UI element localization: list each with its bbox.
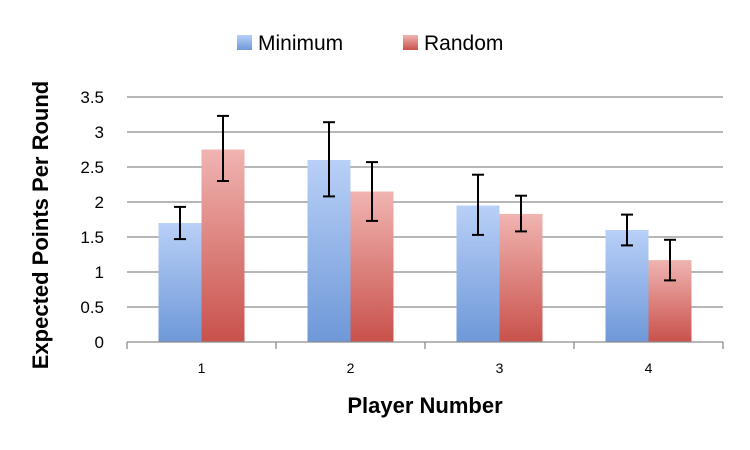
error-bar-minimum	[174, 205, 186, 241]
error-bar-minimum	[323, 121, 335, 198]
y-tick-label: 1.5	[80, 228, 104, 247]
y-tick-label: 3.5	[80, 88, 104, 107]
x-axis-title: Player Number	[347, 393, 503, 418]
x-tick-label: 1	[198, 360, 206, 376]
y-tick-label: 2.5	[80, 158, 104, 177]
x-axis: 1 2 3 4	[126, 341, 724, 376]
bar-minimum	[605, 230, 649, 342]
y-tick-label: 0.5	[80, 298, 104, 317]
error-bar-random	[515, 194, 527, 233]
bars	[158, 149, 692, 342]
error-bar-random	[366, 161, 378, 222]
legend-swatch-random	[403, 35, 418, 50]
bar-random	[499, 213, 543, 342]
x-tick-label: 3	[496, 360, 504, 376]
legend-label-random: Random	[424, 32, 503, 55]
bar-minimum	[158, 223, 202, 342]
error-bar-random	[217, 114, 229, 182]
x-tick-label: 2	[347, 360, 355, 376]
y-tick-label: 2	[95, 193, 104, 212]
y-tick-label: 0	[95, 333, 104, 352]
y-axis-ticks: 0 0.5 1 1.5 2 2.5 3 3.5	[80, 88, 104, 352]
legend-label-minimum: Minimum	[258, 32, 343, 55]
y-tick-label: 3	[95, 123, 104, 142]
error-bars	[174, 114, 676, 282]
legend: Minimum Random	[237, 32, 503, 55]
error-bar-minimum	[621, 213, 633, 247]
error-bar-random	[664, 238, 676, 282]
y-tick-label: 1	[95, 263, 104, 282]
x-tick-label: 4	[645, 360, 653, 376]
legend-swatch-minimum	[237, 35, 252, 50]
error-bar-minimum	[472, 173, 484, 236]
y-axis-title: Expected Points Per Round	[28, 81, 53, 370]
